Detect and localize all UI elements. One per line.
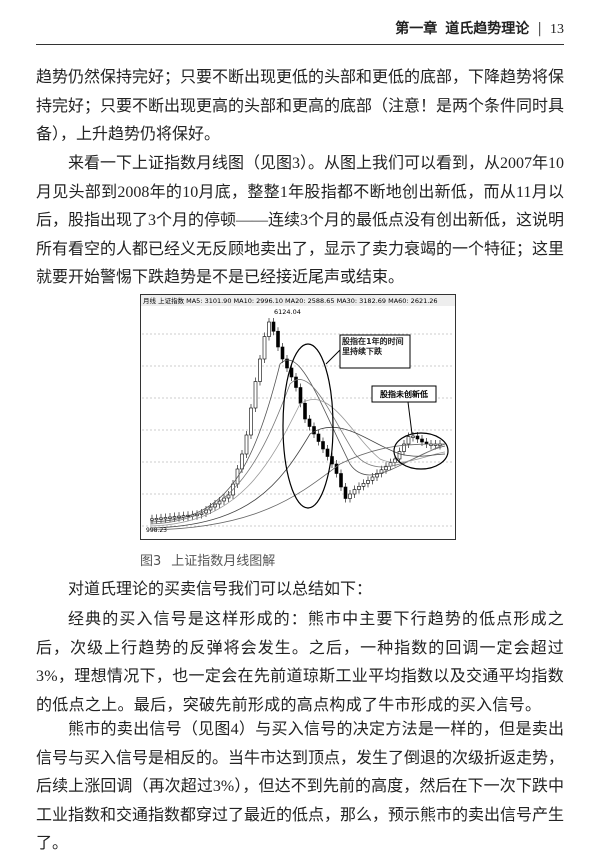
- chart-figure: 月线 上证指数 MA5: 3101.90 MA10: 2996.10 MA20:…: [140, 294, 456, 540]
- paragraph: 熊市的卖出信号（见图4）与买入信号的决定方法是一样的，但是卖出信号与买入信号是相…: [36, 721, 565, 853]
- running-header: 第一章 道氏趋势理论 | 13: [36, 18, 564, 45]
- candle-body: [154, 518, 159, 521]
- candle-body: [249, 407, 253, 436]
- caption-text: 上证指数月线图解: [171, 554, 276, 569]
- candle-body: [316, 433, 321, 442]
- candle-body: [199, 512, 204, 515]
- annotation-text: 股指在1年的时间里持续下跌: [342, 337, 404, 356]
- low-label: 998.23: [146, 527, 167, 534]
- candle-body: [262, 336, 267, 360]
- candle-body: [415, 435, 420, 440]
- moving-averages: [149, 359, 446, 531]
- ma-line: [149, 426, 446, 529]
- paragraph: 来看一下上证指数月线图（见图3）。从图上我们可以看到，从2007年10月见头部到…: [36, 155, 565, 287]
- high-label: 6124.04: [274, 308, 301, 316]
- candle-body: [321, 441, 325, 450]
- annotation: 股指在1年的时间里持续下跌: [342, 337, 404, 356]
- caption-number: 图3: [140, 554, 162, 569]
- toolbar: [141, 295, 455, 306]
- chapter: 第一章: [395, 21, 438, 37]
- page-number: 13: [550, 22, 564, 37]
- candle-body: [406, 436, 411, 445]
- candle-body: [339, 473, 343, 488]
- candle-body: [424, 441, 429, 445]
- candle-body: [334, 463, 339, 474]
- chapter-title: 道氏趋势理论: [445, 21, 530, 37]
- candles: [150, 318, 442, 525]
- candle-body: [294, 376, 298, 388]
- candle-body: [352, 489, 357, 495]
- candle-body: [325, 448, 330, 457]
- candle-body: [289, 367, 294, 378]
- candle-body: [388, 462, 393, 467]
- candle-body: [361, 483, 366, 487]
- highlight-oval: [393, 432, 449, 470]
- candle-body: [375, 473, 379, 478]
- candle-body: [370, 476, 375, 481]
- candle-body: [163, 517, 168, 520]
- candle-body: [276, 330, 280, 348]
- figure-frame: [140, 294, 456, 540]
- candle-body: [411, 435, 415, 438]
- candle-body: [280, 346, 285, 360]
- annotation-box: [371, 385, 437, 403]
- candle-body: [285, 358, 289, 369]
- separator: |: [537, 21, 542, 37]
- candle-body: [312, 426, 316, 435]
- candle-body: [258, 358, 262, 382]
- candle-body: [357, 486, 361, 490]
- candle-body: [298, 387, 303, 404]
- paragraph: 经典的买入信号是这样形成的：熊市中主要下行趋势的低点形成之后，次级上行趋势的反弹…: [36, 611, 564, 714]
- candle-body: [244, 434, 249, 455]
- ma-line: [149, 379, 446, 525]
- ma-line: [149, 359, 446, 523]
- candle-body: [271, 321, 276, 332]
- candle-body: [303, 402, 307, 420]
- paragraph: 对道氏理论的买卖信号我们可以总结如下：: [68, 581, 373, 598]
- candle-body: [384, 465, 388, 471]
- highlight-oval: [282, 343, 334, 509]
- figure-caption: 图3 上证指数月线图解: [140, 550, 285, 569]
- candle-body: [366, 480, 370, 484]
- candle-body: [177, 515, 181, 518]
- page: {"header":{"chapter":"第一章","title":"道氏趋势…: [36, 18, 565, 853]
- candle-body: [159, 517, 163, 520]
- candle-body: [307, 418, 312, 427]
- paragraph: 趋势仍然保持完好；只要不断出现更低的头部和更低的底部，下降趋势将保持完好；只要不…: [36, 69, 565, 144]
- pointer: [325, 349, 341, 365]
- candle-body: [402, 443, 406, 452]
- ma-line: [149, 443, 446, 531]
- candle-body: [253, 381, 258, 409]
- candle-body: [226, 494, 231, 499]
- candle-body: [343, 486, 348, 499]
- candle-body: [240, 453, 244, 470]
- candle-body: [420, 438, 424, 443]
- candle-body: [168, 516, 172, 519]
- pointer: [407, 401, 413, 435]
- ma-line: [149, 398, 446, 527]
- candle-body: [397, 451, 402, 460]
- annotation-box: [339, 334, 411, 369]
- candle-body: [348, 493, 352, 499]
- legend: 月线 上证指数 MA5: 3101.90 MA10: 2996.10 MA20:…: [143, 296, 438, 305]
- candle-body: [150, 518, 154, 521]
- annotation-text: 股指未创新低: [380, 389, 428, 399]
- candle-body: [172, 516, 177, 519]
- candle-body: [267, 321, 271, 337]
